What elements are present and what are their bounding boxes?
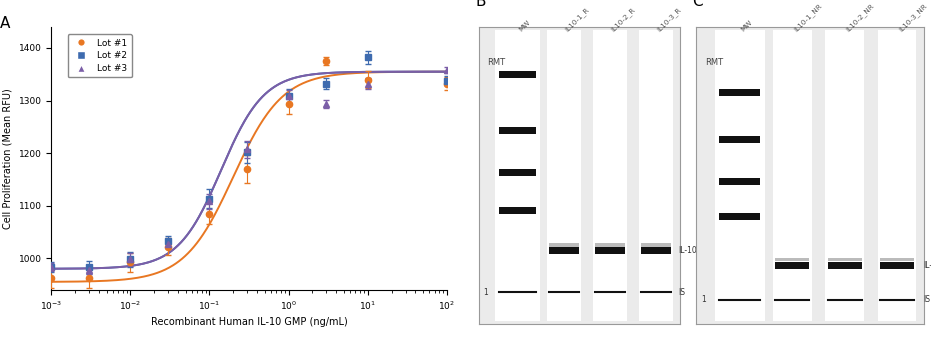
Text: MW: MW <box>740 19 753 33</box>
Text: IL10-3_NR: IL10-3_NR <box>897 2 928 33</box>
FancyBboxPatch shape <box>595 243 625 247</box>
Text: B: B <box>476 0 486 9</box>
FancyBboxPatch shape <box>641 247 670 254</box>
FancyBboxPatch shape <box>719 178 761 185</box>
X-axis label: Recombinant Human IL-10 GMP (ng/mL): Recombinant Human IL-10 GMP (ng/mL) <box>151 317 347 328</box>
Y-axis label: Cell Proliferation (Mean RFU): Cell Proliferation (Mean RFU) <box>3 88 13 229</box>
FancyBboxPatch shape <box>548 247 578 254</box>
Text: IL10-1_R: IL10-1_R <box>563 6 590 33</box>
FancyBboxPatch shape <box>825 30 864 320</box>
Text: IL10-3_R: IL10-3_R <box>655 6 682 33</box>
FancyBboxPatch shape <box>719 89 761 96</box>
FancyBboxPatch shape <box>719 136 761 143</box>
FancyBboxPatch shape <box>546 30 581 320</box>
FancyBboxPatch shape <box>592 30 627 320</box>
FancyBboxPatch shape <box>499 207 535 214</box>
Text: 1: 1 <box>483 288 488 297</box>
FancyBboxPatch shape <box>880 257 914 262</box>
FancyBboxPatch shape <box>641 243 670 247</box>
Text: IL10-2_R: IL10-2_R <box>610 6 637 33</box>
Text: IS: IS <box>679 288 685 297</box>
FancyBboxPatch shape <box>595 247 625 254</box>
FancyBboxPatch shape <box>776 257 809 262</box>
Text: RMT: RMT <box>488 58 506 67</box>
Text: IL-10: IL-10 <box>924 261 931 270</box>
FancyBboxPatch shape <box>773 30 812 320</box>
FancyBboxPatch shape <box>495 30 540 320</box>
FancyBboxPatch shape <box>828 262 862 269</box>
FancyBboxPatch shape <box>878 30 916 320</box>
FancyBboxPatch shape <box>828 257 862 262</box>
FancyBboxPatch shape <box>639 30 672 320</box>
FancyBboxPatch shape <box>719 213 761 220</box>
FancyBboxPatch shape <box>499 71 535 78</box>
Text: IL10-2_NR: IL10-2_NR <box>844 2 875 33</box>
Text: IL10-1_NR: IL10-1_NR <box>792 2 823 33</box>
FancyBboxPatch shape <box>548 243 578 247</box>
Text: IS: IS <box>924 295 930 304</box>
Text: 1: 1 <box>701 295 706 304</box>
Text: MW: MW <box>518 19 532 33</box>
FancyBboxPatch shape <box>715 30 765 320</box>
Text: RMT: RMT <box>706 58 723 67</box>
Text: A: A <box>0 17 10 31</box>
Legend: Lot #1, Lot #2, Lot #3: Lot #1, Lot #2, Lot #3 <box>68 34 132 78</box>
FancyBboxPatch shape <box>776 262 809 269</box>
Text: IL-10: IL-10 <box>679 246 697 255</box>
FancyBboxPatch shape <box>880 262 914 269</box>
Text: C: C <box>692 0 703 9</box>
FancyBboxPatch shape <box>499 127 535 134</box>
FancyBboxPatch shape <box>499 169 535 176</box>
